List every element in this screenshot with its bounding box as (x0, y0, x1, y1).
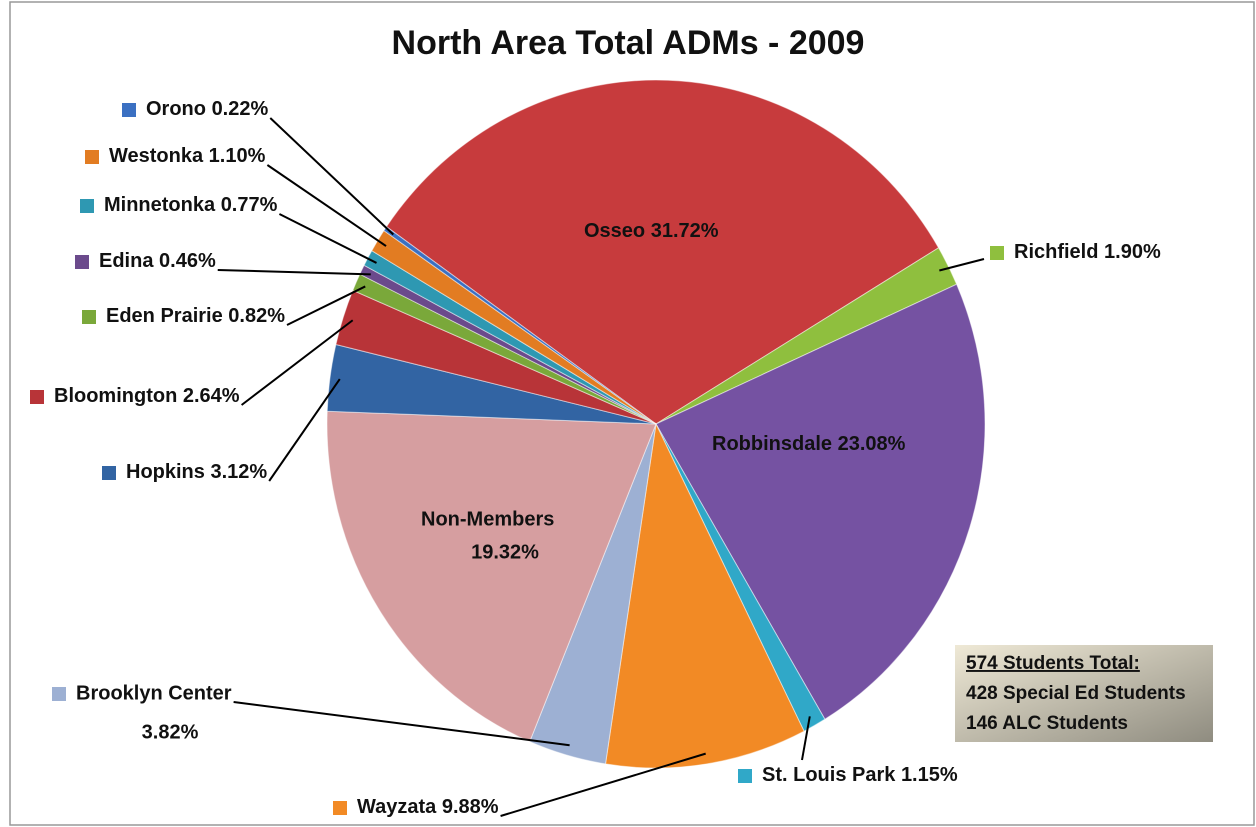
leader-line (286, 285, 366, 326)
legend-swatch (30, 390, 44, 404)
category-name: Wayzata (357, 796, 437, 818)
category-name: Orono (146, 98, 206, 120)
pie-slice (655, 283, 986, 720)
value-label: 2.64% (183, 385, 240, 407)
note: 574 Students Total: (966, 653, 1140, 674)
leader-line (268, 378, 341, 482)
data-label: 3.82% (142, 721, 199, 743)
leader-line (233, 701, 570, 747)
category-name: Eden Prairie (106, 305, 223, 327)
data-label: Orono 0.22% (146, 98, 268, 120)
leader-line (500, 752, 706, 817)
value-label: 9.88% (442, 796, 499, 818)
data-label: Minnetonka 0.77% (104, 194, 278, 216)
legend-swatch (990, 246, 1004, 260)
data-label: Wayzata 9.88% (357, 796, 499, 818)
legend-swatch (85, 150, 99, 164)
data-label: Robbinsdale 23.08% (712, 433, 906, 455)
legend-swatch (75, 255, 89, 269)
legend-swatch (560, 225, 574, 239)
legend-swatch (738, 769, 752, 783)
note: 428 Special Ed Students (966, 683, 1186, 704)
category-name: Westonka (109, 145, 204, 167)
legend-swatch (397, 513, 411, 527)
data-label: Richfield 1.90% (1014, 241, 1161, 263)
value-label: 0.22% (212, 98, 269, 120)
legend-swatch (80, 199, 94, 213)
legend-swatch (52, 687, 66, 701)
pie-slice (326, 410, 657, 743)
category-name: Richfield (1014, 241, 1098, 263)
value-label: 1.10% (209, 145, 266, 167)
category-name: Minnetonka (104, 194, 216, 216)
legend-swatch (82, 310, 96, 324)
leader-line (240, 319, 354, 406)
category-name: Bloomington (54, 385, 177, 407)
category-name: Edina (99, 250, 154, 272)
data-label: Brooklyn Center (76, 682, 232, 704)
leader-line (217, 269, 371, 276)
data-label: Osseo 31.72% (584, 220, 719, 242)
leader-line (801, 716, 811, 761)
value-label: 0.46% (159, 250, 216, 272)
leader-line (266, 164, 387, 247)
data-label: Bloomington 2.64% (54, 385, 240, 407)
pie-slice (604, 422, 805, 769)
category-name: Hopkins (126, 461, 205, 483)
value-label: 31.72% (651, 220, 719, 242)
legend-swatch (102, 466, 116, 480)
value-label: 3.12% (210, 461, 267, 483)
note-box (955, 645, 1213, 742)
data-label: Edina 0.46% (99, 250, 216, 272)
leader-line (278, 213, 377, 264)
data-label: Westonka 1.10% (109, 145, 266, 167)
value-label: 0.82% (228, 305, 285, 327)
value-label: 23.08% (838, 433, 906, 455)
pie-slice (385, 79, 940, 425)
leader-line (269, 117, 395, 236)
legend-swatch (688, 438, 702, 452)
note: 146 ALC Students (966, 713, 1128, 734)
category-name: Robbinsdale (712, 433, 832, 455)
data-label: Eden Prairie 0.82% (106, 305, 285, 327)
data-label: St. Louis Park 1.15% (762, 764, 958, 786)
leader-line (939, 258, 985, 272)
category-name: St. Louis Park (762, 764, 896, 786)
data-label: 19.32% (471, 541, 539, 563)
value-label: 0.77% (221, 194, 278, 216)
chart-title: North Area Total ADMs - 2009 (392, 24, 865, 62)
data-label: Non-Members (421, 508, 554, 530)
value-label: 1.15% (901, 764, 958, 786)
data-label: Hopkins 3.12% (126, 461, 267, 483)
value-label: 1.90% (1104, 241, 1161, 263)
legend-swatch (333, 801, 347, 815)
legend-swatch (122, 103, 136, 117)
category-name: Osseo (584, 220, 645, 242)
